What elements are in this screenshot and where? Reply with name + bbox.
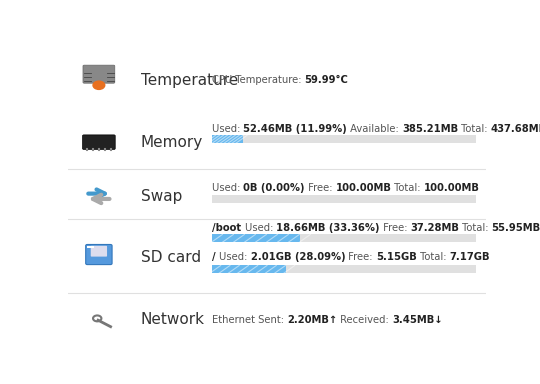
Bar: [212, 135, 476, 143]
Text: Used:: Used:: [219, 253, 251, 263]
Text: Received:: Received:: [338, 314, 392, 324]
FancyBboxPatch shape: [86, 245, 112, 265]
Text: 100.00MB: 100.00MB: [335, 183, 391, 193]
Text: 7.17GB: 7.17GB: [449, 253, 490, 263]
Text: 59.99°C: 59.99°C: [305, 75, 348, 85]
Bar: [87, 246, 93, 248]
Bar: [212, 135, 244, 143]
Bar: [212, 234, 476, 242]
Text: 52.46MB (11.99%): 52.46MB (11.99%): [244, 124, 347, 134]
Text: 3.45MB↓: 3.45MB↓: [392, 314, 443, 324]
Circle shape: [93, 81, 105, 89]
Text: SD card: SD card: [141, 250, 201, 265]
Text: /: /: [212, 253, 219, 263]
Text: Temperature: Temperature: [141, 73, 238, 88]
Text: Total:: Total:: [459, 223, 491, 233]
Text: Free:: Free:: [380, 223, 410, 233]
Text: Ethernet Sent:: Ethernet Sent:: [212, 314, 287, 324]
Text: 18.66MB (33.36%): 18.66MB (33.36%): [276, 223, 380, 233]
Text: Free:: Free:: [305, 183, 335, 193]
Bar: [212, 265, 286, 273]
Text: Used:: Used:: [212, 124, 244, 134]
Text: 385.21MB: 385.21MB: [402, 124, 458, 134]
Text: Free:: Free:: [345, 253, 376, 263]
Text: CPU Temperature:: CPU Temperature:: [212, 75, 305, 85]
FancyBboxPatch shape: [83, 65, 115, 83]
Bar: [212, 234, 300, 242]
Text: Swap: Swap: [141, 189, 182, 204]
Text: 0B (0.00%): 0B (0.00%): [244, 183, 305, 193]
Text: Network: Network: [141, 312, 205, 327]
Text: 37.28MB: 37.28MB: [410, 223, 459, 233]
Text: Total:: Total:: [392, 183, 424, 193]
FancyBboxPatch shape: [91, 246, 107, 257]
FancyBboxPatch shape: [83, 135, 115, 149]
Text: 2.20MB↑: 2.20MB↑: [287, 314, 338, 324]
Text: 55.95MB: 55.95MB: [491, 223, 540, 233]
Text: Used:: Used:: [245, 223, 276, 233]
Text: Memory: Memory: [141, 135, 203, 150]
Bar: [212, 195, 476, 203]
Text: Available:: Available:: [347, 124, 402, 134]
Text: 2.01GB (28.09%): 2.01GB (28.09%): [251, 253, 345, 263]
Text: /boot: /boot: [212, 223, 245, 233]
Text: Total:: Total:: [416, 253, 449, 263]
Bar: [212, 265, 476, 273]
Text: 5.15GB: 5.15GB: [376, 253, 416, 263]
Text: 100.00MB: 100.00MB: [424, 183, 480, 193]
Text: 437.68MB: 437.68MB: [491, 124, 540, 134]
Text: Total:: Total:: [458, 124, 491, 134]
Text: Used:: Used:: [212, 183, 244, 193]
